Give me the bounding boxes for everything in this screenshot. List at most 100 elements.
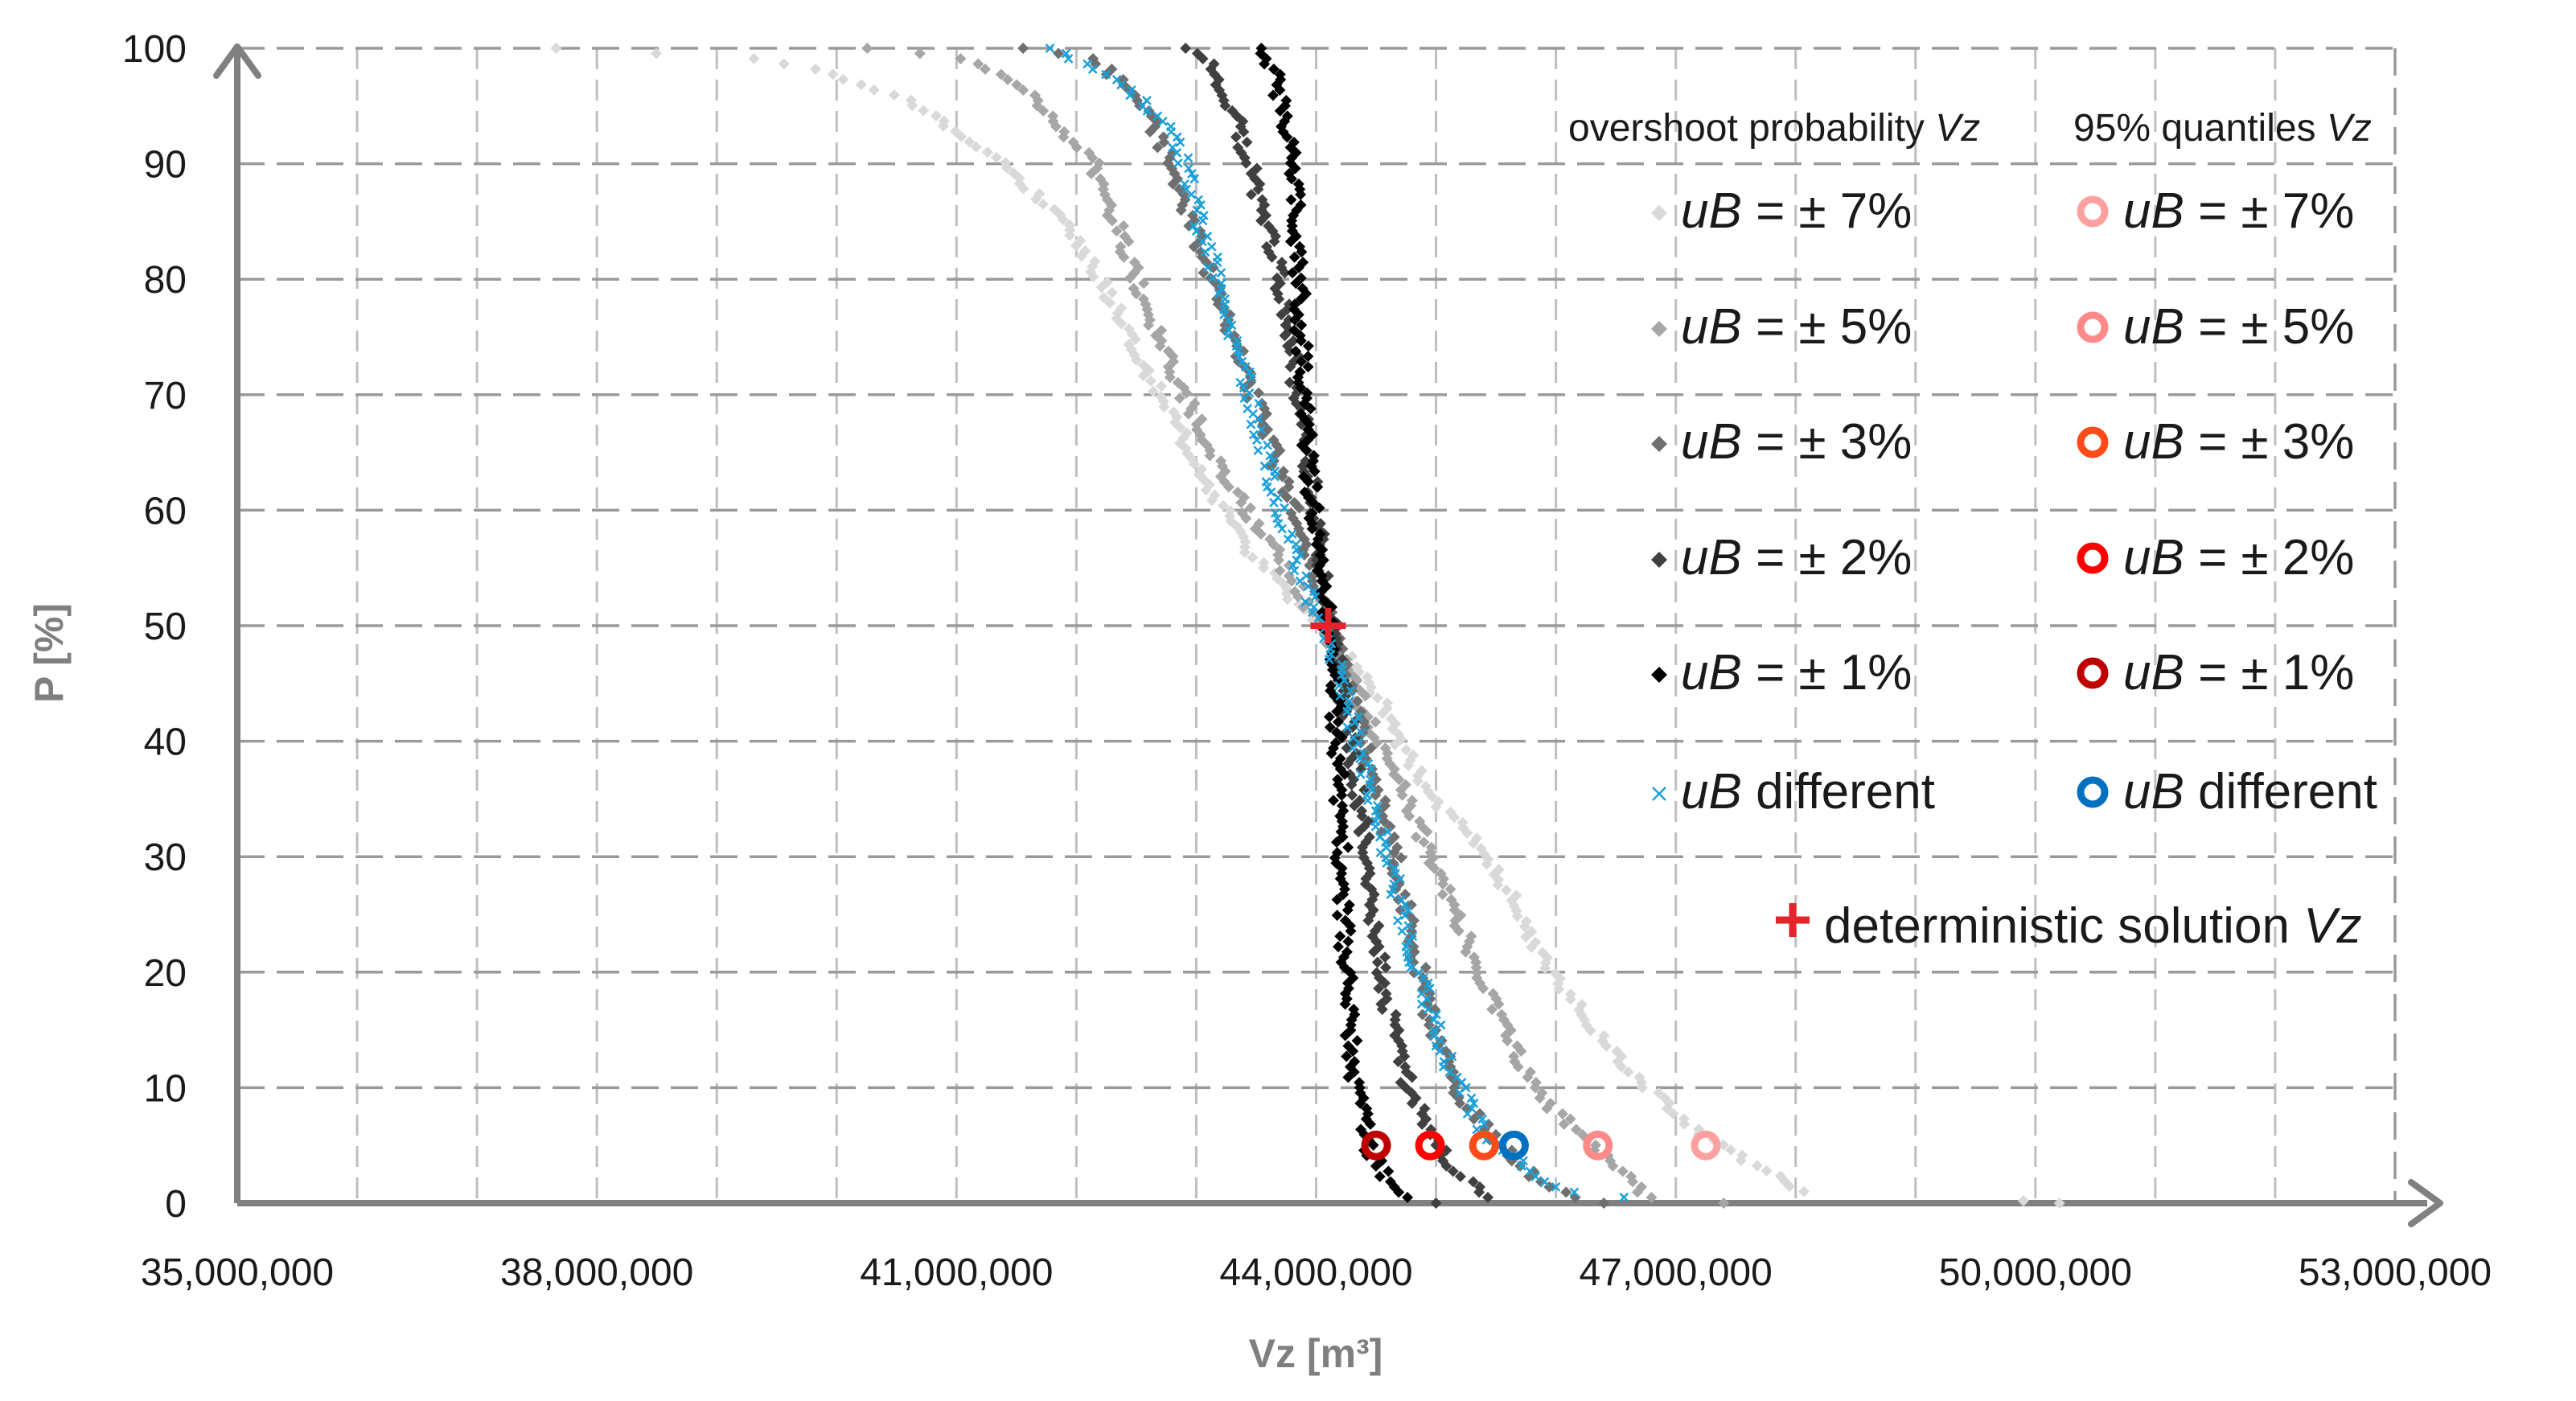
legend-label-name: uB [1681,414,1742,470]
data-point [1289,585,1301,598]
data-point [1198,210,1209,220]
data-point [1238,491,1250,503]
legend-label-suffix: = ± 5% [1756,299,1912,355]
data-point [1348,1004,1360,1016]
data-point [1653,1087,1665,1099]
data-point [1350,717,1360,727]
data-point [1295,550,1305,560]
data-point [972,58,984,70]
data-point [1128,257,1140,269]
data-point [1183,153,1194,163]
data-point [949,125,961,138]
data-point [1173,158,1183,168]
data-point [1511,1040,1523,1052]
data-point [1098,292,1110,304]
data-point [1313,502,1325,514]
legend-row: uB = ± 2% uB = ± 2% [1651,530,2354,585]
legend-quantile-circle-icon [2077,542,2109,574]
data-point [1290,345,1302,357]
data-point [1104,297,1116,309]
data-point [1539,1177,1550,1187]
data-point [1115,240,1127,253]
data-point [1270,466,1280,476]
legend-label: uB = ± 7% [1681,183,1912,239]
data-point [1355,1124,1367,1136]
legend-quantile-label: uB = ± 2% [2123,530,2354,585]
data-point [1271,272,1283,284]
data-point [748,52,760,64]
data-point [1337,659,1347,670]
data-point [1436,1020,1446,1030]
data-point [1302,351,1314,363]
data-point [1445,894,1457,906]
legend-marker-diamond-icon [1651,552,1667,568]
data-point [1216,268,1226,278]
data-point [1636,1181,1648,1193]
x-tick-label: 53,000,000 [2299,1251,2492,1294]
data-point [1558,1118,1570,1130]
x-axis-title: Vz [m³] [1249,1331,1383,1376]
legend-label-name: uB [1681,645,1742,700]
data-point [1388,831,1400,843]
data-point [1292,178,1304,190]
data-point [1324,654,1334,664]
data-point [1390,863,1400,873]
data-point [1251,162,1263,175]
data-point [1208,58,1220,70]
data-point [1266,487,1276,497]
data-point [1332,774,1344,786]
data-point [1111,225,1123,237]
data-point [1331,910,1343,922]
data-point [1475,843,1487,855]
x-tick-label: 47,000,000 [1580,1251,1773,1294]
tick-labels: 35,000,000 38,000,000 41,000,000 44,000,000… [122,28,2492,1294]
data-point [778,58,790,70]
data-point [1332,941,1344,953]
quantile-markers [1361,1130,1721,1161]
data-point [1137,293,1149,305]
y-axis-title: P [%] [27,603,72,703]
data-point [1245,188,1257,200]
data-point [1037,105,1050,117]
data-point [1508,1050,1520,1062]
legend-deterministic-label: deterministic solution Vz [1824,898,2362,954]
data-point [1184,163,1194,174]
legend-label-suffix: = ± 3% [1756,414,1912,470]
data-point [1157,131,1169,143]
data-point [1667,1107,1679,1120]
data-point [1396,894,1406,905]
data-point [1339,914,1351,926]
data-point [1302,361,1314,373]
data-point [1467,1176,1479,1188]
quantile-marker [1583,1130,1613,1161]
data-point [1760,1165,1773,1177]
data-point [1659,1092,1671,1104]
data-point [1252,387,1264,399]
data-point [1301,571,1312,581]
data-point [1288,251,1300,263]
data-point [1173,392,1185,405]
data-point [1354,712,1364,722]
data-series [550,43,2065,1209]
data-point [1189,397,1201,409]
data-point [1598,1029,1610,1042]
data-point [1111,75,1122,84]
data-point [1537,947,1549,959]
legend-quantile-name: uB [2123,414,2184,470]
legend-label-name: uB [1681,183,1742,239]
data-point [827,68,839,80]
data-point [837,73,849,85]
legend-header-quantiles: 95% quantiles Vz [2073,107,2372,150]
data-point [1564,988,1576,1000]
data-point [1241,392,1253,405]
data-point [1455,910,1467,922]
grid [237,47,2397,1203]
series-5 [1045,43,1629,1202]
data-point [1251,435,1262,445]
data-point [1283,314,1295,326]
data-point [1273,492,1283,503]
data-point [1302,340,1314,352]
data-point [1516,1161,1526,1171]
y-tick-label: 40 [144,721,187,764]
data-point [1471,832,1483,844]
